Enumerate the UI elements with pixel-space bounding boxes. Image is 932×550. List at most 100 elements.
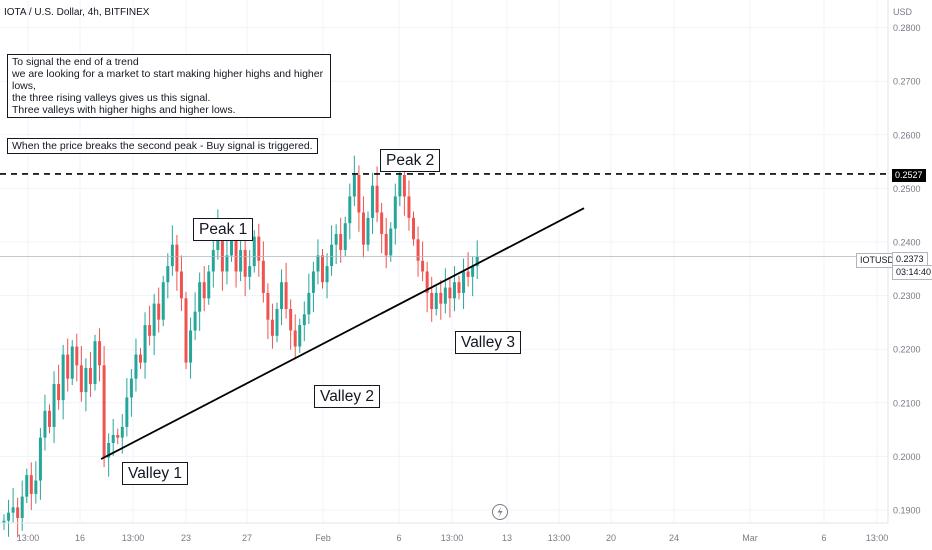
candle	[129, 369, 133, 417]
candle-body	[157, 303, 161, 320]
candle	[311, 261, 315, 313]
candle	[270, 303, 274, 349]
valley-3-label[interactable]: Valley 3	[455, 331, 521, 354]
candle	[7, 499, 11, 537]
candle	[189, 317, 193, 379]
candle	[361, 196, 365, 258]
candle	[416, 226, 420, 277]
time-tick-label: 24	[669, 533, 679, 543]
time-axis[interactable]: 13:00 16 13:00 23 27 Feb 6 13:00 13 13:00 20 24 Mar 6…	[0, 522, 888, 543]
candle-body	[161, 282, 165, 320]
candle	[330, 225, 334, 276]
candle-body	[2, 520, 6, 524]
level-price-tag: 0.2527	[892, 169, 926, 182]
candle-body	[375, 185, 379, 213]
candle	[98, 328, 102, 382]
candle-body	[466, 271, 470, 277]
candle-body	[207, 271, 211, 299]
candle	[343, 216, 347, 257]
time-tick-label: 16	[75, 533, 85, 543]
candle-body	[284, 282, 288, 309]
candle-body	[134, 354, 138, 379]
peak-2-label[interactable]: Peak 2	[380, 149, 441, 172]
candle	[275, 302, 279, 343]
candle	[425, 261, 429, 313]
candle-body	[148, 325, 152, 336]
candle-body	[425, 271, 429, 293]
valley-1-label[interactable]: Valley 1	[122, 462, 188, 485]
candle-body	[184, 298, 188, 363]
valley-2-label[interactable]: Valley 2	[314, 385, 380, 408]
candle-body	[398, 175, 402, 197]
candle	[38, 427, 42, 500]
candle-body	[38, 437, 42, 481]
candle-body	[330, 244, 334, 267]
candle-body	[75, 346, 79, 366]
candle	[161, 275, 165, 327]
candle	[225, 239, 229, 285]
time-tick-label: 23	[181, 533, 191, 543]
candle-body	[380, 212, 384, 234]
price-tick-label: 0.2200	[893, 345, 921, 355]
candle-body	[280, 282, 284, 309]
peak-1-label[interactable]: Peak 1	[193, 218, 254, 241]
candle-body	[143, 325, 147, 363]
candle-body	[307, 292, 311, 315]
candle	[389, 222, 393, 262]
signal-note[interactable]: To signal the end of a trend we are look…	[7, 54, 331, 118]
candle	[52, 371, 56, 443]
candle	[412, 211, 415, 246]
bar-countdown: 03:14:40	[892, 265, 932, 280]
candle-body	[361, 212, 365, 245]
candle	[75, 333, 79, 382]
candle	[321, 248, 324, 289]
candle	[384, 217, 388, 269]
candle-body	[179, 271, 183, 299]
candle	[102, 345, 106, 468]
candle-body	[248, 266, 252, 277]
candle-body	[448, 287, 452, 299]
time-tick-label: 27	[242, 533, 252, 543]
candle	[202, 266, 206, 312]
candle-body	[25, 475, 29, 497]
candle	[166, 253, 170, 299]
candle-body	[48, 410, 51, 427]
candle	[34, 461, 38, 504]
candle-body	[193, 311, 197, 331]
candle-body	[29, 475, 33, 494]
candle-body	[88, 367, 92, 385]
candle-body	[270, 319, 274, 336]
candle-body	[412, 217, 415, 240]
candle	[289, 299, 293, 350]
candle	[157, 287, 161, 333]
bolt-icon[interactable]	[492, 504, 508, 520]
candle-body	[475, 256, 479, 267]
time-tick-label: 13:00	[548, 533, 571, 543]
time-tick-label: 6	[821, 533, 826, 543]
currency-label: USD	[893, 7, 913, 17]
candle	[170, 225, 174, 276]
rising-valleys-trendline[interactable]	[100, 207, 585, 460]
candle-body	[120, 426, 124, 438]
candle-body	[98, 341, 102, 366]
candle	[70, 340, 74, 386]
candle	[307, 273, 311, 325]
candle	[193, 292, 197, 341]
candle-body	[348, 196, 352, 224]
candle-body	[107, 443, 111, 458]
candle	[352, 155, 356, 207]
candle-body	[139, 354, 142, 363]
candle	[366, 211, 370, 252]
time-tick-label: Feb	[315, 533, 331, 543]
candle-body	[220, 228, 224, 272]
candle	[325, 253, 329, 299]
candle-body	[152, 303, 156, 336]
candle-body	[34, 480, 38, 494]
price-tick-label: 0.2000	[893, 452, 921, 462]
candle-body	[116, 434, 120, 438]
candle-body	[189, 330, 193, 363]
candle	[421, 241, 425, 282]
trigger-note[interactable]: When the price breaks the second peak - …	[7, 138, 318, 154]
candle	[357, 165, 361, 232]
time-tick-label: 6	[396, 533, 401, 543]
